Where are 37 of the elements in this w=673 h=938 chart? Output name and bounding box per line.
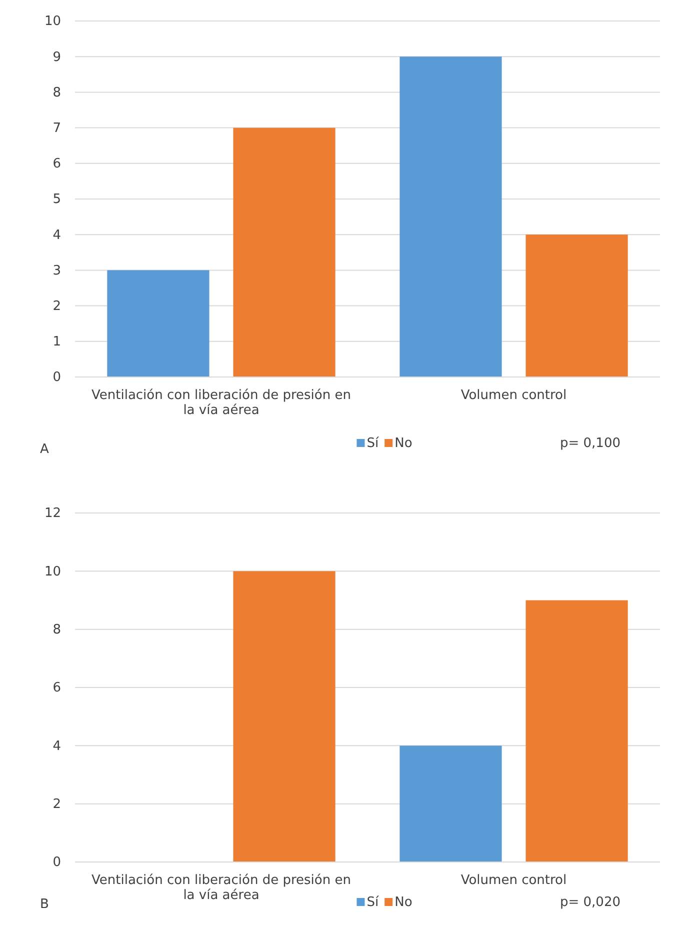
x-tick-label: Volumen control [460,873,567,888]
y-tick-label: 7 [52,120,61,136]
legend-label: Sí [366,895,379,910]
y-tick-label: 2 [52,298,61,314]
x-tick-label: Volumen control [460,388,567,403]
y-tick-label: 6 [52,680,61,696]
legend-label: No [394,895,412,910]
y-tick-label: 0 [52,855,61,870]
y-tick-label: 12 [44,506,61,522]
bar [400,746,502,862]
x-tick-label: Ventilación con liberación de presión en la vía aérea [92,388,351,418]
legend-label: Sí [366,436,379,451]
y-tick-label: 8 [52,85,61,100]
bar [233,128,336,377]
y-tick-label: 10 [44,14,61,30]
text: B [40,897,49,912]
text: A [40,442,49,457]
bar [233,571,336,862]
bar [526,234,628,377]
bar [400,56,502,377]
y-tick-label: 4 [52,738,61,754]
y-tick-label: 6 [52,156,61,172]
text: p= 0,020 [560,895,620,910]
y-tick-label: 1 [52,334,61,350]
y-tick-label: 5 [52,192,61,208]
y-tick-label: 3 [52,263,61,278]
y-tick-label: 10 [44,564,61,580]
y-tick-label: 4 [52,228,61,243]
text: p= 0,100 [560,436,620,451]
y-tick-label: 2 [52,796,61,812]
x-tick-label: Ventilación con liberación de presión en la vía aérea [92,873,351,903]
legend-label: No [394,436,412,451]
y-tick-label: 8 [52,622,61,638]
bar [107,270,210,377]
y-tick-label: 0 [52,370,61,386]
bar [526,600,628,862]
y-tick-label: 9 [52,50,61,65]
